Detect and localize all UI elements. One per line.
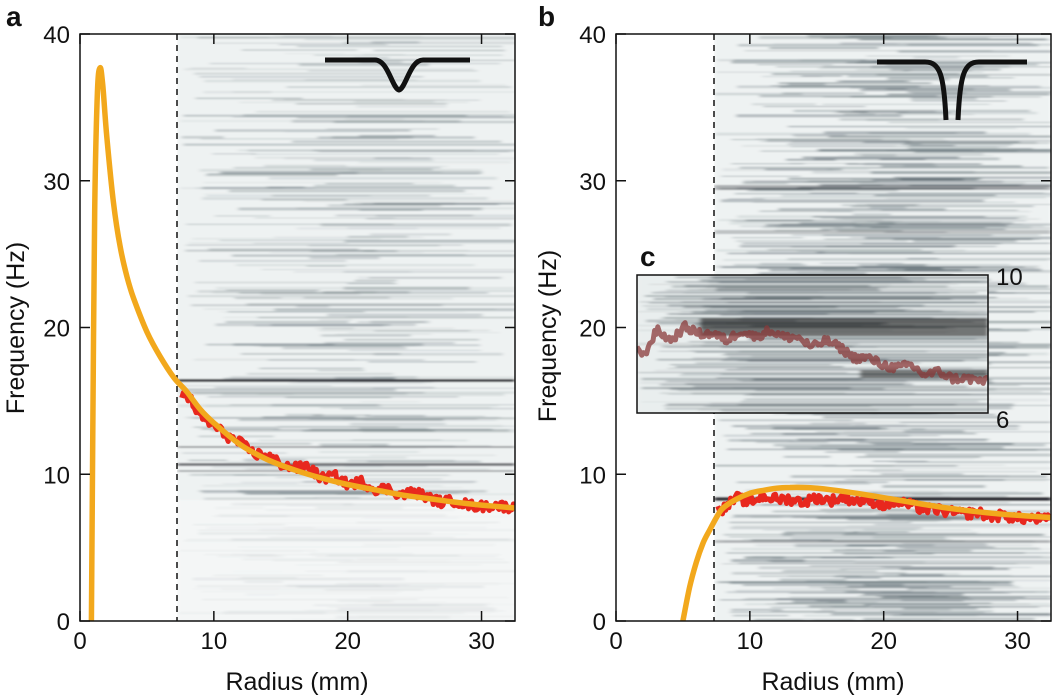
y-tick-label: 10 bbox=[43, 462, 70, 489]
spectrogram-c bbox=[637, 275, 988, 413]
y-tick-label: 40 bbox=[43, 22, 70, 49]
y-tick-label: 30 bbox=[43, 169, 70, 196]
x-tick-label: 0 bbox=[73, 628, 86, 655]
y-tick-label: 20 bbox=[579, 316, 606, 343]
x-tick-label: 10 bbox=[736, 628, 763, 655]
profile-shallow-dip-icon bbox=[325, 57, 470, 93]
y-tick-label: 0 bbox=[593, 609, 606, 636]
inset-c: c 10 6 bbox=[636, 241, 1023, 434]
x-tick-label: 30 bbox=[468, 628, 495, 655]
y-tick-label: 0 bbox=[57, 609, 70, 636]
theory-curve-a bbox=[88, 64, 515, 621]
panel-a: 0 10 20 30 0 10 20 30 40 a Radius (mm) Frequency… bbox=[2, 1, 516, 696]
ticks-a: 0 10 20 30 0 10 20 30 40 bbox=[43, 22, 515, 655]
x-axis-label-a: Radius (mm) bbox=[225, 668, 368, 696]
inset-tick-label-top: 10 bbox=[996, 264, 1023, 291]
spectrogram-a bbox=[177, 34, 515, 621]
inset-frame-c bbox=[636, 274, 989, 414]
y-tick-label: 30 bbox=[579, 169, 606, 196]
y-axis-label-a: Frequency (Hz) bbox=[2, 242, 30, 414]
panel-letter-c: c bbox=[640, 241, 656, 272]
y-tick-label: 10 bbox=[579, 462, 606, 489]
y-axis-label-b: Frequency (Hz) bbox=[534, 250, 562, 422]
measured-curve-c bbox=[637, 320, 988, 386]
x-tick-label: 10 bbox=[200, 628, 227, 655]
theory-curve-b bbox=[680, 484, 1051, 621]
panel-letter-a: a bbox=[6, 1, 22, 32]
x-tick-label: 0 bbox=[609, 628, 622, 655]
profile-deep-dip-icon bbox=[877, 59, 1027, 121]
x-tick-label: 20 bbox=[334, 628, 361, 655]
y-tick-label: 40 bbox=[579, 22, 606, 49]
y-tick-label: 20 bbox=[43, 316, 70, 343]
inset-tick-label-bottom: 6 bbox=[996, 407, 1009, 434]
x-axis-label-b: Radius (mm) bbox=[761, 668, 904, 696]
ticks-b: 0 10 20 30 0 10 20 30 40 bbox=[579, 22, 1051, 655]
panel-letter-b: b bbox=[538, 1, 555, 32]
x-tick-label: 30 bbox=[1004, 628, 1031, 655]
x-tick-label: 20 bbox=[870, 628, 897, 655]
